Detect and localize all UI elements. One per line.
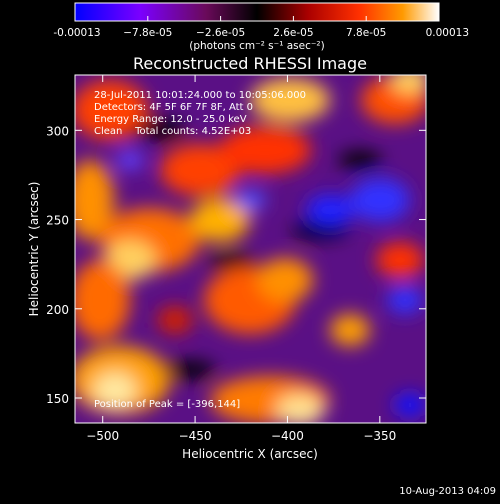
colorbar-tick-label: 0.00013	[426, 27, 469, 39]
colorbar-unit-label: (photons cm⁻² s⁻¹ asec⁻²)	[189, 40, 324, 52]
colorbar-gradient	[74, 2, 440, 22]
plot-area: −500 −450 −400 −350 150 200 250 300 28-Jul-2011…	[46, 74, 427, 443]
footer-timestamp: 10-Aug-2013 04:09	[399, 486, 496, 497]
y-tick-label: 200	[46, 303, 69, 317]
annotation-detectors: Detectors: 4F 5F 6F 7F 8F, Att 0	[94, 102, 253, 113]
chart-title: Reconstructed RHESSI Image	[133, 54, 367, 73]
x-tick-label: −500	[86, 429, 119, 443]
heatmap-image	[75, 75, 426, 423]
y-tick-label: 150	[46, 392, 69, 406]
x-tick-label: −400	[271, 429, 304, 443]
annotation-counts: Clean Total counts: 4.52E+03	[94, 126, 251, 137]
annotation-energy-range: Energy Range: 12.0 - 25.0 keV	[94, 114, 247, 125]
x-axis-label: Heliocentric X (arcsec)	[182, 447, 318, 461]
colorbar-tick-label: −2.6e-05	[196, 27, 245, 39]
peak-position-label: Position of Peak = [-396,144]	[94, 399, 240, 410]
y-tick-label: 250	[46, 214, 69, 228]
colorbar-tick-label: −7.8e-05	[123, 27, 172, 39]
colorbar: -0.00013 −7.8e-05 −2.6e-05 2.6e-05 7.8e-05 0.…	[53, 2, 469, 52]
colorbar-tick-label: -0.00013	[53, 27, 100, 39]
colorbar-tick-label: 2.6e-05	[273, 27, 313, 39]
x-tick-label: −350	[363, 429, 396, 443]
annotation-time-range: 28-Jul-2011 10:01:24.000 to 10:05:06.000	[94, 90, 306, 101]
y-axis-label: Heliocentric Y (arcsec)	[27, 182, 41, 317]
colorbar-tick-label: 7.8e-05	[346, 27, 386, 39]
y-tick-label: 300	[46, 124, 69, 138]
x-tick-label: −450	[179, 429, 212, 443]
